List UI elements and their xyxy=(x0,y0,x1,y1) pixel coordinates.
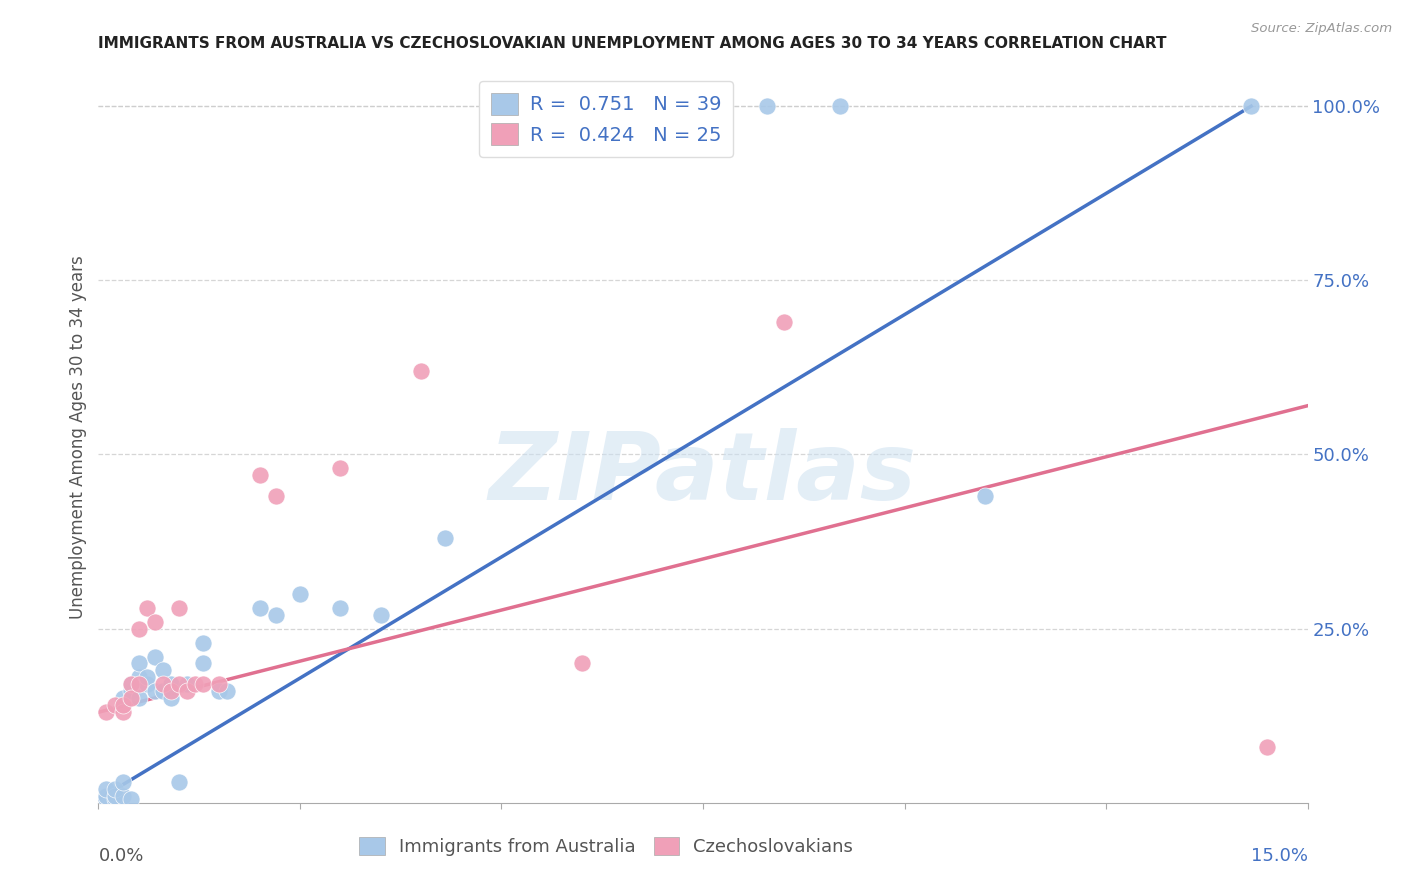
Point xyxy=(167,600,190,615)
Point xyxy=(111,775,134,789)
Point xyxy=(152,677,174,691)
Legend: Immigrants from Australia, Czechoslovakians: Immigrants from Australia, Czechoslovaki… xyxy=(352,830,860,863)
Point xyxy=(329,461,352,475)
Point xyxy=(217,684,239,698)
Point xyxy=(193,677,215,691)
Point xyxy=(135,600,157,615)
Point xyxy=(120,684,142,698)
Point xyxy=(128,677,150,691)
Point xyxy=(96,781,118,796)
Point xyxy=(103,792,125,806)
Point xyxy=(249,600,271,615)
Point xyxy=(143,649,166,664)
Point xyxy=(111,698,134,713)
Point xyxy=(103,781,125,796)
Point xyxy=(111,705,134,719)
Point xyxy=(756,99,779,113)
Point xyxy=(96,792,118,806)
Y-axis label: Unemployment Among Ages 30 to 34 years: Unemployment Among Ages 30 to 34 years xyxy=(69,255,87,619)
Text: 0.0%: 0.0% xyxy=(98,847,143,864)
Point xyxy=(111,691,134,706)
Point xyxy=(264,607,287,622)
Point xyxy=(1256,740,1278,755)
Point xyxy=(160,691,183,706)
Point xyxy=(160,677,183,691)
Point xyxy=(96,789,118,803)
Point xyxy=(193,635,215,649)
Point xyxy=(409,364,432,378)
Point xyxy=(128,670,150,684)
Point xyxy=(143,684,166,698)
Point xyxy=(176,684,198,698)
Point xyxy=(143,615,166,629)
Text: Source: ZipAtlas.com: Source: ZipAtlas.com xyxy=(1251,22,1392,36)
Text: IMMIGRANTS FROM AUSTRALIA VS CZECHOSLOVAKIAN UNEMPLOYMENT AMONG AGES 30 TO 34 YE: IMMIGRANTS FROM AUSTRALIA VS CZECHOSLOVA… xyxy=(98,36,1167,51)
Point xyxy=(120,792,142,806)
Point xyxy=(128,691,150,706)
Point xyxy=(128,657,150,671)
Point xyxy=(160,684,183,698)
Point xyxy=(128,622,150,636)
Point xyxy=(264,489,287,503)
Point xyxy=(329,600,352,615)
Point xyxy=(208,677,231,691)
Point xyxy=(249,468,271,483)
Point xyxy=(370,607,392,622)
Point xyxy=(772,315,794,329)
Point xyxy=(135,670,157,684)
Point xyxy=(434,531,457,545)
Point xyxy=(288,587,311,601)
Point xyxy=(828,99,851,113)
Point xyxy=(167,677,190,691)
Point xyxy=(103,698,125,713)
Text: 15.0%: 15.0% xyxy=(1250,847,1308,864)
Point xyxy=(184,677,207,691)
Point xyxy=(193,657,215,671)
Point xyxy=(120,677,142,691)
Point xyxy=(167,775,190,789)
Point xyxy=(152,684,174,698)
Point xyxy=(96,705,118,719)
Point xyxy=(176,677,198,691)
Point xyxy=(571,657,593,671)
Point xyxy=(974,489,997,503)
Text: ZIPatlas: ZIPatlas xyxy=(489,427,917,520)
Point xyxy=(103,789,125,803)
Point xyxy=(152,664,174,678)
Point xyxy=(208,684,231,698)
Point xyxy=(120,691,142,706)
Point xyxy=(120,677,142,691)
Point xyxy=(135,677,157,691)
Point xyxy=(1240,99,1263,113)
Point xyxy=(111,789,134,803)
